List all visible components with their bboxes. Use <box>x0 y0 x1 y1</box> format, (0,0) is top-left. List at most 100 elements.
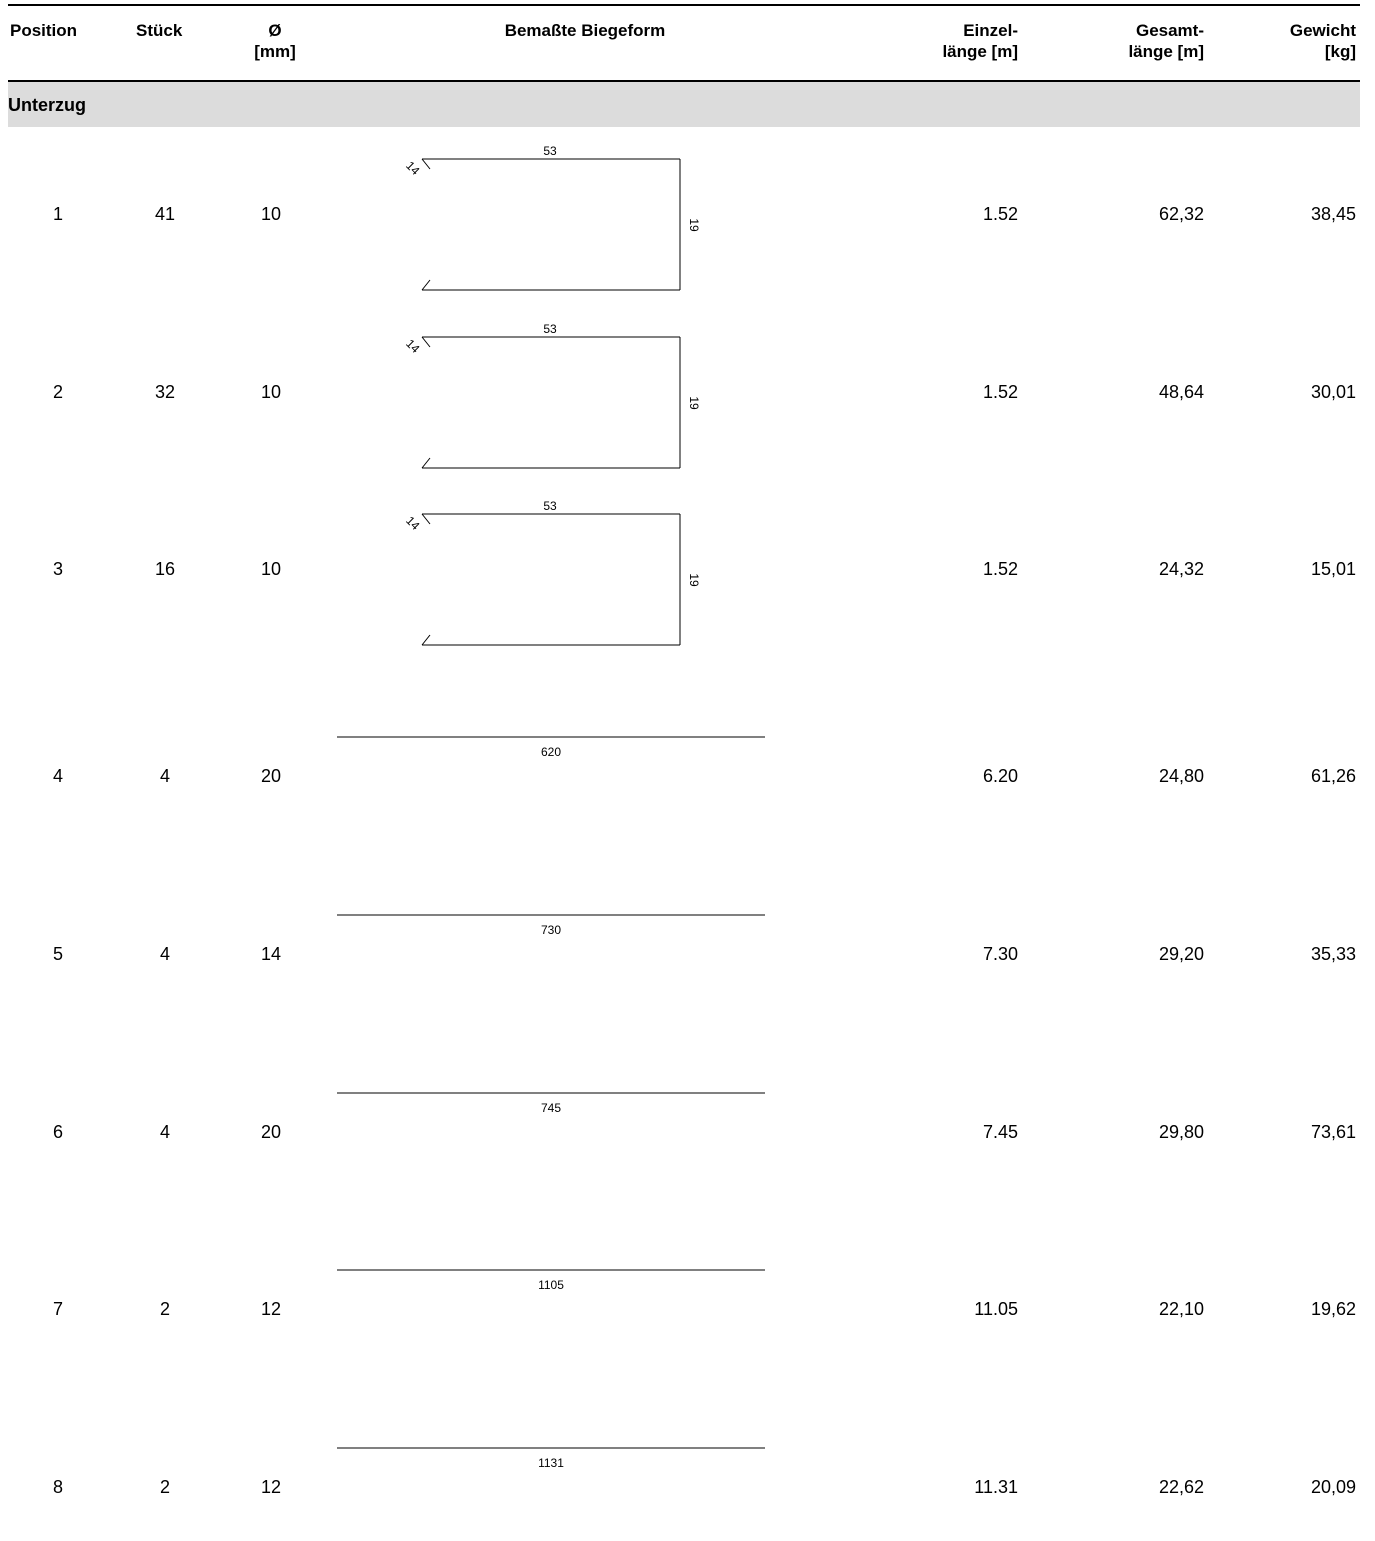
gesamt-cell: 22,62 <box>1158 1477 1204 1497</box>
table-row: 6 4 20 7.45 29,80 73,61 745 <box>0 1016 1375 1186</box>
gesamt-cell: 22,10 <box>1158 1299 1204 1319</box>
position-cell: 8 <box>52 1477 63 1497</box>
dim-top-label: 53 <box>543 499 557 513</box>
shape-bottom-hook <box>421 634 431 646</box>
shape-top-hook <box>421 158 431 170</box>
header-diameter: Ø [mm] <box>245 20 305 62</box>
einzel-cell: 11.05 <box>974 1299 1018 1319</box>
dim-hook-label: 14 <box>403 513 423 533</box>
stueck-cell: 4 <box>159 944 170 964</box>
bending-shape-drawing: 1105 <box>337 1269 765 1292</box>
gesamt-cell: 29,80 <box>1158 1122 1204 1142</box>
gewicht-cell: 73,61 <box>1310 1122 1356 1142</box>
einzel-cell: 1.52 <box>982 559 1018 579</box>
table-row: 2 32 10 1.52 48,64 30,01 53 19 14 <box>0 308 1375 478</box>
header-einzel: Einzel- länge [m] <box>878 20 1018 62</box>
diameter-cell: 12 <box>260 1477 282 1497</box>
gesamt-cell: 24,80 <box>1158 766 1204 786</box>
dim-top-label: 53 <box>543 144 557 158</box>
table-row: 7 2 12 11.05 22,10 19,62 1105 <box>0 1193 1375 1363</box>
dim-length-label: 1105 <box>538 1278 564 1292</box>
table-row: 8 2 12 11.31 22,62 20,09 1131 <box>0 1371 1375 1541</box>
position-cell: 4 <box>52 766 63 786</box>
header-gesamt-line2: länge [m] <box>1128 42 1204 61</box>
table-row: 5 4 14 7.30 29,20 35,33 730 <box>0 838 1375 1008</box>
gesamt-cell: 29,20 <box>1158 944 1204 964</box>
header-einzel-line1: Einzel- <box>963 21 1018 40</box>
header-gesamt: Gesamt- länge [m] <box>1064 20 1204 62</box>
stueck-cell: 2 <box>159 1477 170 1497</box>
position-cell: 3 <box>52 559 63 579</box>
bending-shape-drawing: 620 <box>337 736 765 759</box>
stueck-cell: 32 <box>154 382 176 402</box>
table-top-rule <box>8 4 1360 6</box>
diameter-cell: 10 <box>260 204 282 224</box>
dim-top-label: 53 <box>543 322 557 336</box>
header-gewicht-line2: [kg] <box>1324 42 1356 61</box>
einzel-cell: 11.31 <box>974 1477 1018 1497</box>
header-gewicht: Gewicht [kg] <box>1216 20 1356 62</box>
gewicht-cell: 35,33 <box>1310 944 1356 964</box>
stueck-cell: 16 <box>154 559 176 579</box>
einzel-cell: 6.20 <box>982 766 1018 786</box>
shape-top-hook <box>421 513 431 525</box>
dim-length-label: 730 <box>541 923 561 937</box>
header-position: Position <box>10 21 78 40</box>
stueck-cell: 4 <box>159 1122 170 1142</box>
gewicht-cell: 30,01 <box>1310 382 1356 402</box>
position-cell: 2 <box>52 382 63 402</box>
position-cell: 7 <box>52 1299 63 1319</box>
header-bottom-rule <box>8 80 1360 82</box>
stueck-cell: 2 <box>159 1299 170 1319</box>
position-cell: 5 <box>52 944 63 964</box>
diameter-cell: 12 <box>260 1299 282 1319</box>
dim-hook-label: 14 <box>403 158 423 178</box>
table-row: 3 16 10 1.52 24,32 15,01 53 19 14 <box>0 485 1375 655</box>
gesamt-cell: 24,32 <box>1158 559 1204 579</box>
bending-shape-drawing: 53 19 14 <box>403 322 701 469</box>
gewicht-cell: 20,09 <box>1310 1477 1356 1497</box>
stueck-cell: 41 <box>154 204 176 224</box>
header-shape: Bemaßte Biegeform <box>504 21 666 40</box>
position-cell: 6 <box>52 1122 63 1142</box>
dim-side-label: 19 <box>687 396 701 410</box>
gesamt-cell: 62,32 <box>1158 204 1204 224</box>
diameter-cell: 10 <box>260 559 282 579</box>
table-row: 4 4 20 6.20 24,80 61,26 620 <box>0 660 1375 830</box>
diameter-cell: 20 <box>260 1122 282 1142</box>
gesamt-cell: 48,64 <box>1158 382 1204 402</box>
einzel-cell: 1.52 <box>982 382 1018 402</box>
header-stueck: Stück <box>136 21 183 40</box>
bending-shape-drawing: 745 <box>337 1092 765 1115</box>
shape-bottom-hook <box>421 457 431 469</box>
stueck-cell: 4 <box>159 766 170 786</box>
gewicht-cell: 15,01 <box>1310 559 1356 579</box>
shape-top-hook <box>421 336 431 348</box>
bending-shape-drawing: 53 19 14 <box>403 499 701 646</box>
header-gewicht-line1: Gewicht <box>1289 21 1356 40</box>
gewicht-cell: 61,26 <box>1310 766 1356 786</box>
bending-shape-drawing: 1131 <box>337 1447 765 1470</box>
einzel-cell: 7.30 <box>982 944 1018 964</box>
diameter-cell: 14 <box>260 944 282 964</box>
dim-length-label: 745 <box>541 1101 561 1115</box>
dim-hook-label: 14 <box>403 336 423 356</box>
position-cell: 1 <box>52 204 63 224</box>
bending-shape-drawing: 53 19 14 <box>403 144 701 291</box>
bending-shape-drawing: 730 <box>337 914 765 937</box>
dim-side-label: 19 <box>687 218 701 232</box>
dim-length-label: 620 <box>541 745 561 759</box>
section-title: Unterzug <box>8 95 86 115</box>
dim-side-label: 19 <box>687 573 701 587</box>
einzel-cell: 7.45 <box>982 1122 1018 1142</box>
gewicht-cell: 38,45 <box>1310 204 1356 224</box>
dim-length-label: 1131 <box>538 1456 564 1470</box>
diameter-cell: 20 <box>260 766 282 786</box>
table-row: 1 41 10 1.52 62,32 38,45 53 19 14 <box>0 130 1375 300</box>
gewicht-cell: 19,62 <box>1310 1299 1356 1319</box>
header-einzel-line2: länge [m] <box>942 42 1018 61</box>
section-bar <box>8 82 1360 127</box>
header-gesamt-line1: Gesamt- <box>1135 21 1204 40</box>
einzel-cell: 1.52 <box>982 204 1018 224</box>
header-diameter-unit: [mm] <box>254 42 296 61</box>
